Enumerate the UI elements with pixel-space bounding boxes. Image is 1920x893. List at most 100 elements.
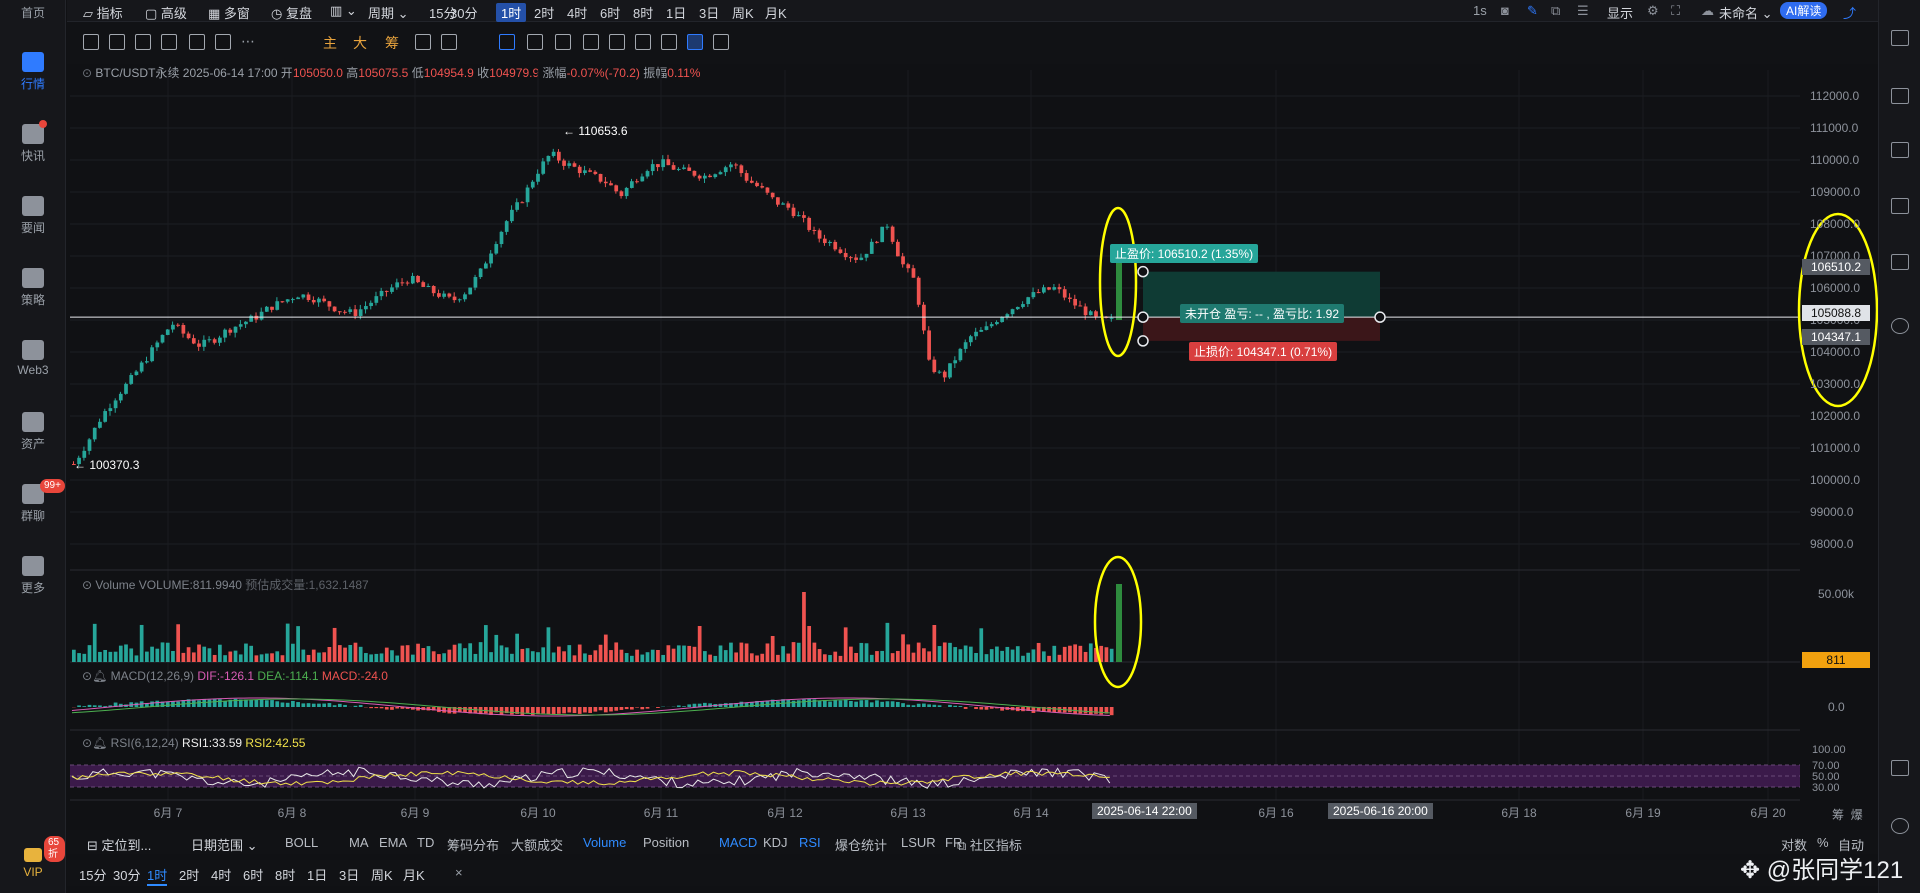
main-indicator-ma[interactable]: MA	[349, 835, 369, 850]
bottom-interval-3[interactable]: 2时	[179, 868, 200, 883]
lock-tool-icon[interactable]	[609, 34, 625, 50]
copy-tool-icon[interactable]	[499, 34, 515, 50]
bottom-interval-9[interactable]: 周K	[371, 868, 393, 883]
nav-vip[interactable]: VIP	[0, 848, 66, 879]
interval-3[interactable]: 2时	[534, 6, 555, 21]
main-indicator-ema[interactable]: EMA	[379, 835, 408, 850]
main-indicator-td[interactable]: TD	[417, 835, 435, 850]
layout-icon[interactable]	[1891, 760, 1909, 776]
refresh-rate[interactable]: 1s	[1473, 3, 1487, 18]
timer-icon[interactable]	[1891, 318, 1909, 334]
sub-indicator-0[interactable]: Volume	[583, 835, 627, 850]
bell-icon[interactable]: 🔔︎	[92, 736, 108, 750]
bottom-interval-1[interactable]: 30分	[113, 868, 141, 883]
depth-icon[interactable]	[1891, 142, 1909, 158]
bottom-interval-4[interactable]: 4时	[211, 868, 232, 883]
sub-indicator-3[interactable]: KDJ	[763, 835, 788, 850]
collapse-icon[interactable]: ⊙	[82, 736, 93, 750]
measure-tool-icon[interactable]	[215, 34, 231, 50]
help-icon[interactable]	[1891, 818, 1909, 834]
interval-6[interactable]: 8时	[633, 6, 654, 21]
auto-scale-toggle[interactable]: 自动	[1838, 838, 1865, 853]
sub-indicator-1[interactable]: Position	[643, 835, 690, 850]
sub-indicator-2[interactable]: MACD	[719, 835, 758, 850]
display-button[interactable]: 显示	[1607, 6, 1634, 21]
interval-10[interactable]: 月K	[765, 6, 787, 21]
sub-indicator-7[interactable]: FR	[945, 835, 963, 850]
main-indicator-boll[interactable]: BOLL	[285, 835, 319, 850]
sub-indicator-6[interactable]: LSUR	[901, 835, 936, 850]
interval-7[interactable]: 1日	[666, 6, 687, 21]
advanced-button[interactable]: ▢ 高级	[145, 6, 187, 21]
bottom-interval-5[interactable]: 6时	[243, 868, 264, 883]
candle-tool-icon[interactable]	[583, 34, 599, 50]
collapse-icon[interactable]: ⊙	[82, 669, 93, 683]
note-tool-icon[interactable]	[635, 34, 651, 50]
chart-type-button[interactable]: ▥ ⌄	[330, 3, 357, 18]
chip-tool[interactable]: 筹	[385, 35, 399, 51]
eraser-tool-icon[interactable]	[441, 34, 457, 50]
trash-tool-icon[interactable]	[713, 34, 729, 50]
bottom-interval-2[interactable]: 1时	[147, 865, 168, 886]
axis-corner[interactable]: 筹 爆	[1832, 808, 1863, 822]
bottom-interval-8[interactable]: 3日	[339, 868, 360, 883]
popout-icon[interactable]: ⧉	[1551, 3, 1561, 18]
collapse-icon[interactable]: ⊙	[82, 578, 93, 592]
nav-strategy[interactable]: 策略	[0, 268, 66, 308]
stop-loss-zone[interactable]	[1143, 317, 1380, 341]
bottom-interval-6[interactable]: 8时	[275, 868, 296, 883]
locate-button[interactable]: ⊟ 定位到...	[87, 838, 152, 853]
drag-handle[interactable]	[1137, 335, 1149, 347]
large-order-tool[interactable]: 大	[353, 35, 367, 51]
sub-indicator-4[interactable]: RSI	[799, 835, 821, 850]
drag-handle[interactable]	[1137, 265, 1149, 278]
nav-more[interactable]: 更多	[0, 556, 66, 596]
trend-line-tool-icon[interactable]	[83, 34, 99, 50]
stop-loss-tag[interactable]: 止损价: 104347.1 (0.71%)	[1189, 342, 1338, 361]
camera-icon[interactable]: ◙	[1501, 3, 1509, 18]
brush-tool-icon[interactable]	[189, 34, 205, 50]
filter-tool-icon[interactable]	[687, 34, 703, 50]
share-icon[interactable]: ⤴	[1843, 6, 1857, 21]
nav-news-flash[interactable]: 快讯	[0, 124, 66, 164]
nav-assets[interactable]: 资产	[0, 412, 66, 452]
drag-handle[interactable]	[1137, 311, 1149, 323]
settings-gear-icon[interactable]: ⚙	[1647, 3, 1659, 18]
trades-icon[interactable]	[1891, 88, 1909, 104]
percent-scale-toggle[interactable]: %	[1817, 835, 1829, 850]
nav-group-chat[interactable]: 群聊	[0, 484, 66, 524]
bottom-interval-7[interactable]: 1日	[307, 868, 328, 883]
more-tools-icon[interactable]: ⋯	[241, 33, 255, 49]
interval-5[interactable]: 6时	[600, 6, 621, 21]
replay-tool-icon[interactable]	[415, 34, 431, 50]
drag-handle[interactable]	[1374, 311, 1386, 323]
period-dropdown[interactable]: 周期 ⌄	[368, 6, 409, 21]
collapse-icon[interactable]: ⊙	[82, 66, 93, 80]
nav-home[interactable]: 首页	[0, 4, 66, 21]
interval-1[interactable]: 30分	[450, 6, 478, 21]
bottom-interval-10[interactable]: 月K	[403, 868, 425, 883]
take-profit-tag[interactable]: 止盈价: 106510.2 (1.35%)	[1110, 244, 1259, 263]
multi-window-button[interactable]: ▦ 多窗	[208, 6, 250, 21]
sub-indicator-5[interactable]: 爆仓统计	[835, 838, 888, 853]
magnet-tool-icon[interactable]	[661, 34, 677, 50]
fullscreen-icon[interactable]: ⛶	[1671, 3, 1681, 18]
fib-tool-icon[interactable]	[161, 34, 177, 50]
horizontal-line-tool-icon[interactable]	[109, 34, 125, 50]
ai-interpret-button[interactable]: AI解读	[1780, 2, 1828, 19]
panel-icon[interactable]	[1891, 254, 1909, 270]
pen-icon[interactable]: ✎	[1527, 3, 1538, 18]
orderbook-icon[interactable]	[1891, 30, 1909, 46]
layout-name-dropdown[interactable]: 未命名 ⌄	[1719, 6, 1773, 21]
monitor-icon[interactable]	[1891, 198, 1909, 214]
indicator-button[interactable]: ▱ 指标	[83, 6, 123, 21]
ruler-tool-icon[interactable]	[527, 34, 543, 50]
log-scale-toggle[interactable]: 对数	[1781, 838, 1808, 853]
date-range-dropdown[interactable]: 日期范围 ⌄	[191, 838, 258, 853]
list-icon[interactable]: ☰	[1577, 3, 1589, 18]
pencil-tool-icon[interactable]	[555, 34, 571, 50]
nav-headlines[interactable]: 要闻	[0, 196, 66, 236]
main-indicator-大额成交[interactable]: 大额成交	[511, 838, 564, 853]
nav-market[interactable]: 行情	[0, 52, 66, 92]
parallel-channel-tool-icon[interactable]	[135, 34, 151, 50]
